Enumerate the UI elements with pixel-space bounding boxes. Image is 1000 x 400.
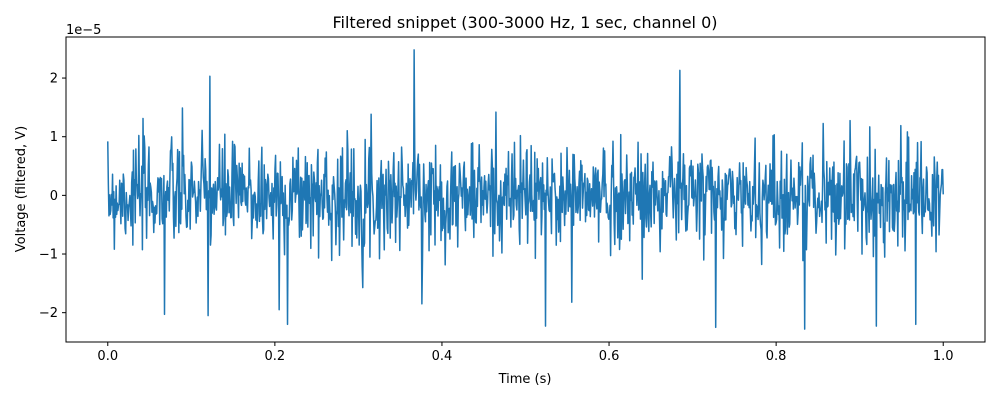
y-axis-label: Voltage (filtered, V) xyxy=(14,126,29,252)
series-line-0 xyxy=(107,49,944,330)
x-axis-ticks: 0.0 0.2 0.4 0.6 0.8 1.0 xyxy=(97,342,954,364)
x-tick-label: 1.0 xyxy=(933,349,954,364)
y-axis-ticks: −2 −1 0 1 2 xyxy=(39,72,66,321)
plot-frame xyxy=(65,36,986,343)
x-tick-label: 0.4 xyxy=(432,349,453,364)
y-tick-label: 2 xyxy=(50,72,58,87)
x-tick-label: 0.2 xyxy=(265,349,286,364)
x-tick-label: 0.8 xyxy=(766,349,787,364)
x-axis-label: Time (s) xyxy=(498,372,552,387)
y-tick-label: 1 xyxy=(50,130,58,145)
chart-title: Filtered snippet (300-3000 Hz, 1 sec, ch… xyxy=(333,13,718,32)
y-axis-offset-label: 1e−5 xyxy=(66,23,101,38)
y-tick-label: −2 xyxy=(39,306,58,321)
plot-area xyxy=(65,36,986,343)
y-tick-label: −1 xyxy=(39,248,58,263)
x-tick-label: 0.0 xyxy=(97,349,118,364)
y-tick-label: 0 xyxy=(50,189,58,204)
x-tick-label: 0.6 xyxy=(599,349,620,364)
